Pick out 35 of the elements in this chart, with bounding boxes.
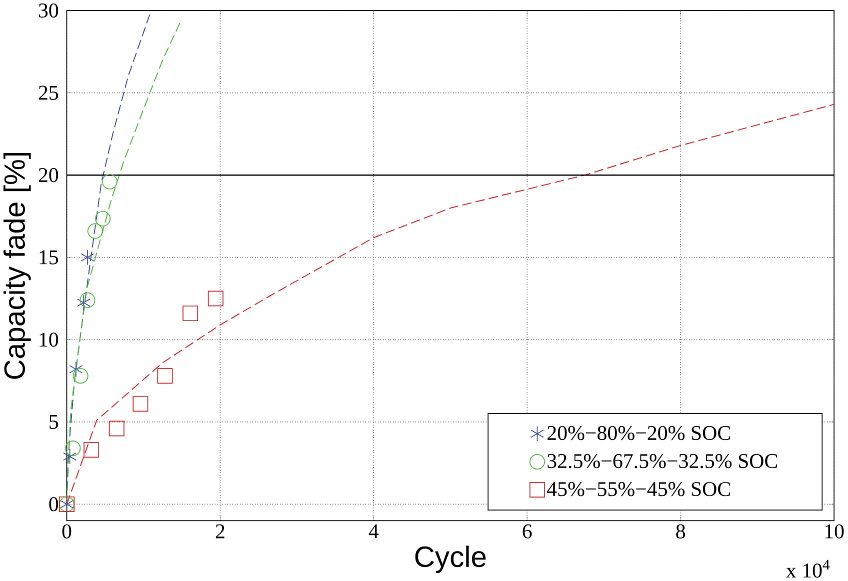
y-axis-title: Capacity fade [%] [4,152,31,379]
point [132,396,148,412]
point [157,368,173,384]
point [63,448,77,464]
point [182,306,198,322]
y-tick-label: 5 [50,414,58,429]
point [65,440,81,456]
point [80,250,94,266]
point [87,223,103,239]
point [102,174,118,190]
y-tick-label: 30 [38,3,58,18]
point [72,368,88,384]
point [80,292,96,308]
y-tick-label: 10 [40,332,58,347]
legend-label: 32.5%−67.5%−32.5% SOC [548,454,778,468]
y-tick-label: 0 [49,497,58,512]
point [69,361,83,377]
x-tick-label: 2 [216,524,224,538]
point [76,294,90,310]
x-axis-title: Cycle [415,546,486,573]
x-tick-label: 0 [62,524,72,538]
x-tick-label: 8 [676,524,686,538]
point [208,290,224,306]
x-tick-label: 6 [522,524,532,538]
x-tick-label: 10 [825,524,844,538]
legend-label: 20%−80%−20% SOC [548,426,730,440]
point [95,210,111,226]
point [84,442,100,458]
legend-label: 45%−55%−45% SOC [547,482,730,496]
x-tick-label: 4 [368,524,379,538]
text: x 10$^{4}$ [786,560,830,578]
point [108,420,124,436]
y-tick-label: 25 [38,86,58,100]
y-tick-label: 15 [40,250,58,264]
y-tick-label: 20 [38,168,58,182]
